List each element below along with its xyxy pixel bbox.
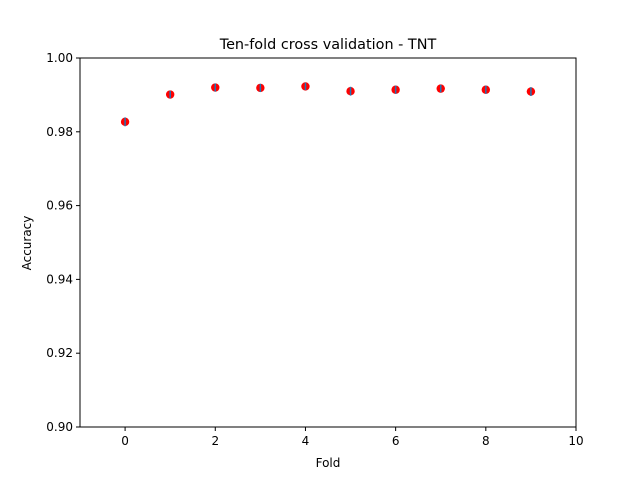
y-tick-label: 0.98 (46, 125, 73, 139)
x-tick-label: 10 (568, 434, 583, 448)
y-tick-label: 0.94 (46, 272, 73, 286)
y-tick-label: 0.92 (46, 346, 73, 360)
plot-frame (79, 57, 577, 428)
x-axis-label: Fold (316, 456, 341, 470)
data-layer (120, 82, 536, 127)
chart-title: Ten-fold cross validation - TNT (219, 37, 437, 53)
tick-layer: 0 2 4 6 8 10 0.90 0.92 0.94 0.96 0.98 1.00 (46, 51, 583, 448)
x-tick-label: 8 (482, 434, 490, 448)
y-tick-label: 1.00 (46, 51, 73, 65)
x-tick-label: 6 (392, 434, 400, 448)
x-tick-label: 2 (211, 434, 219, 448)
y-axis-label: Accuracy (20, 216, 34, 271)
x-tick-label: 4 (302, 434, 310, 448)
x-tick-label: 0 (121, 434, 129, 448)
y-tick-label: 0.96 (46, 199, 73, 213)
y-tick-label: 0.90 (46, 420, 73, 434)
